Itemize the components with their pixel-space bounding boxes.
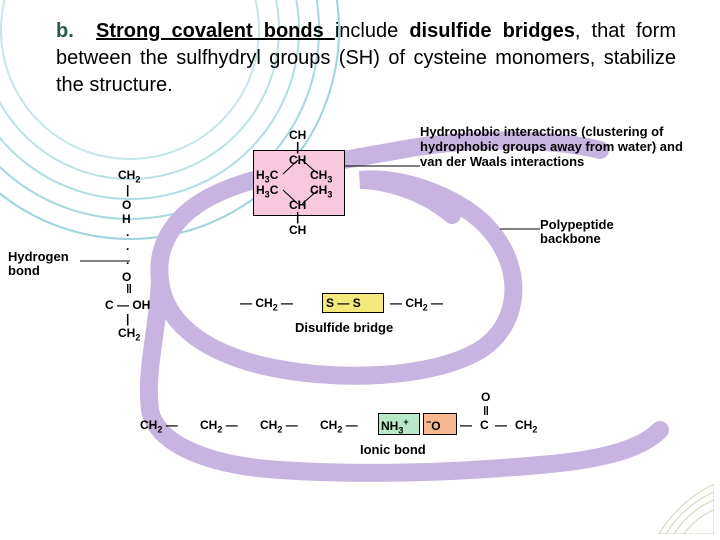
chem-ch-bot: CH — [289, 223, 306, 237]
chem-COH: C — OH — [105, 298, 150, 312]
chem-ion-r: CH2 — [515, 418, 537, 434]
leader-hydrophobic — [345, 165, 420, 167]
chem-ion-dash: — — [460, 418, 472, 432]
label-ionic: Ionic bond — [360, 442, 426, 457]
label-hydrogen-bond: Hydrogen bond — [8, 250, 88, 279]
protein-diagram: Hydrogen bond CH2 | O H ··· O ‖ C — OH |… — [0, 120, 720, 540]
label-backbone: Polypeptide backbone — [540, 218, 660, 247]
chem-ion-dblbar: ‖ — [483, 404, 489, 418]
chem-ion-O: O — [481, 390, 490, 404]
chem-ion-l1: CH2 — — [140, 418, 178, 434]
chem-ds-ch2-r: — CH2 — — [390, 296, 443, 312]
text-include: include — [335, 20, 409, 42]
chem-bar1: | — [126, 183, 129, 197]
chem-O1: O — [122, 198, 131, 212]
leader-backbone — [500, 228, 540, 230]
chem-H1: H — [122, 212, 131, 226]
chem-ion-dash2: — — [495, 418, 507, 432]
chem-ion-l4: CH2 — — [320, 418, 358, 434]
chem-ion-l2: CH2 — — [200, 418, 238, 434]
chem-bar2: | — [126, 312, 129, 326]
chem-ion-l3: CH2 — — [260, 418, 298, 434]
slide-body-text: b. Strong covalent bonds include disulfi… — [56, 18, 676, 99]
chem-ch2-top: CH2 — [118, 168, 140, 184]
chem-h3c-2: H3C — [256, 183, 278, 199]
chem-bar3: | — [296, 140, 299, 154]
chem-minusO: −O — [426, 417, 441, 433]
list-letter: b. — [56, 20, 74, 42]
chem-dots: ··· — [126, 228, 132, 270]
chem-ch2-bot: CH2 — [118, 326, 140, 342]
chem-nh3: NH3+ — [381, 417, 409, 435]
chem-ds-s1: S — S — [326, 296, 361, 310]
chem-ion-C: C — [480, 418, 489, 432]
label-disulfide: Disulfide bridge — [295, 320, 393, 335]
hydrophobic-lines — [278, 160, 324, 216]
chem-h3c-1: H3C — [256, 168, 278, 184]
chem-dbl1: ‖ — [126, 282, 132, 296]
label-hydrophobic: Hydrophobic interactions (clustering of … — [420, 125, 690, 170]
text-disulfide-bridges: disulfide bridges — [409, 20, 575, 42]
text-strong-covalent: Strong covalent bonds — [96, 20, 335, 42]
chem-ds-ch2-l: — CH2 — — [240, 296, 293, 312]
